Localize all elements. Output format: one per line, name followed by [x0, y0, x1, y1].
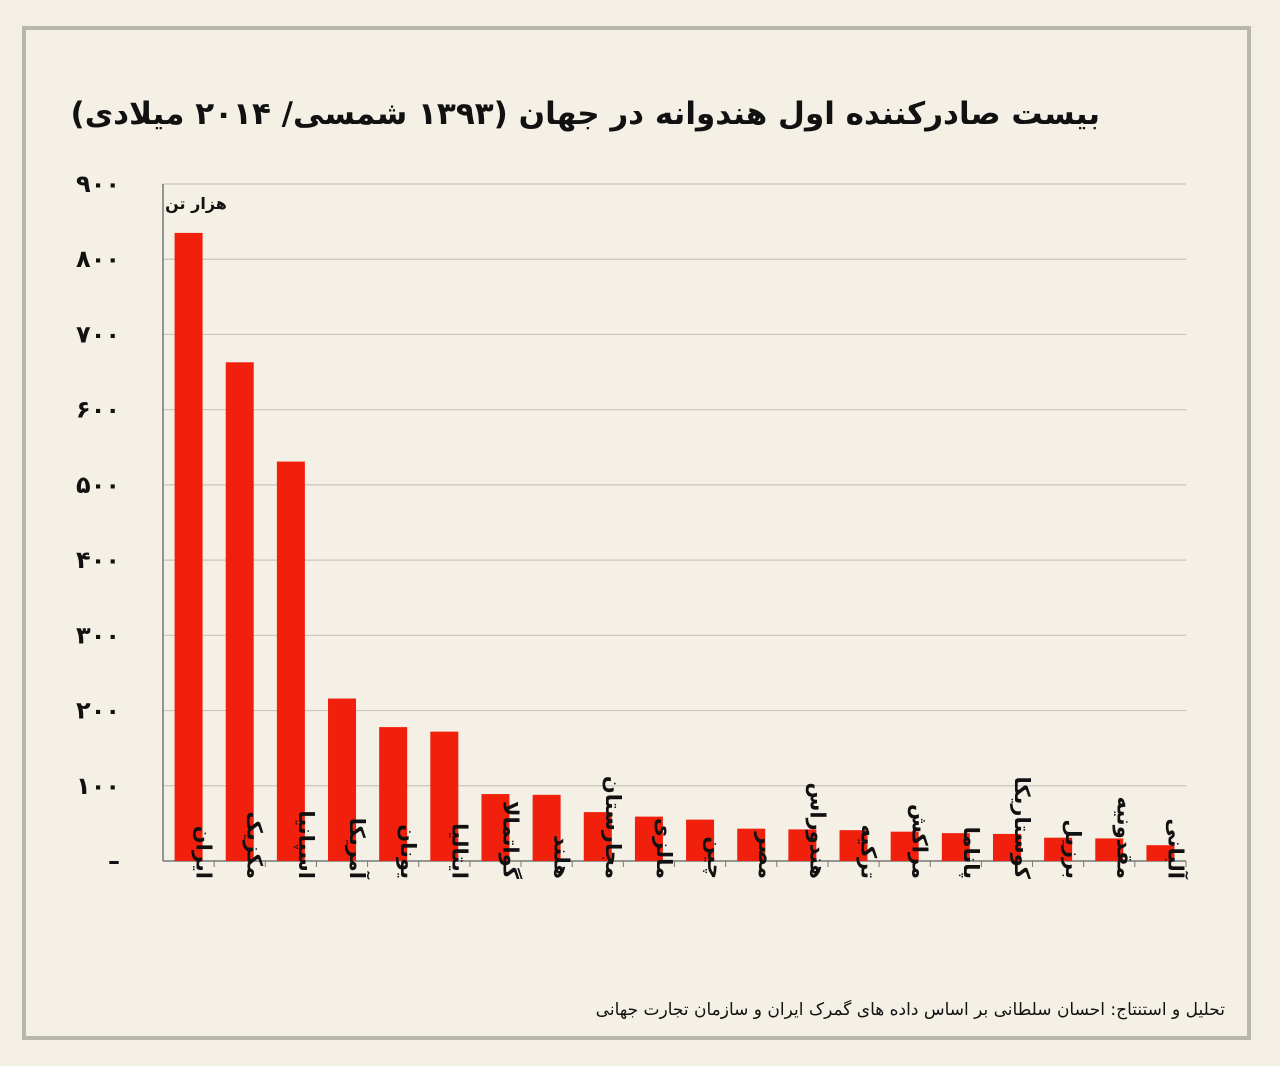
x-category-label: برزیل [1061, 819, 1085, 879]
bar [1044, 837, 1073, 861]
y-tick-label: ۵۰۰ [76, 471, 120, 499]
y-tick-label: ۶۰۰ [76, 396, 120, 424]
x-category-label: مجارستان [601, 776, 625, 879]
bar [890, 831, 919, 861]
x-category-label: ایتالیا [447, 823, 471, 879]
x-category-label: مقدونیه [1112, 797, 1136, 880]
bar [1146, 845, 1175, 861]
unit-label: هزار تن [165, 194, 227, 213]
bar [583, 812, 612, 861]
x-category-label: پاناما [959, 827, 983, 879]
x-category-label: یونان [396, 824, 420, 879]
bar [941, 833, 970, 861]
x-category-label: چین [703, 836, 727, 879]
y-tick-label: ۳۰۰ [76, 621, 120, 649]
y-tick-label: ۱۰۰ [76, 772, 120, 800]
bar [430, 731, 459, 861]
bar [174, 232, 203, 862]
x-category-label: هلند [550, 835, 574, 879]
bar [1095, 838, 1124, 861]
x-category-label: مراکش [908, 804, 932, 879]
bar [379, 727, 408, 861]
y-tick-label: ۹۰۰ [76, 170, 120, 198]
bar [225, 362, 254, 861]
x-category-label: ایران [192, 826, 216, 879]
bar [634, 816, 663, 861]
x-category-label: مصر [754, 831, 778, 879]
x-category-label: آلبانی [1163, 818, 1188, 879]
y-tick-label: – [108, 847, 120, 875]
bar [992, 833, 1021, 861]
x-category-label: کوستاریکا [1010, 776, 1034, 879]
y-tick-label: ۷۰۰ [76, 320, 120, 348]
chart-title: بیست صادرکننده اول هندوانه در جهان (۱۳۹۳… [70, 96, 1100, 132]
bar [839, 830, 868, 861]
bar [737, 828, 766, 861]
bar [328, 698, 357, 861]
bar [481, 794, 510, 861]
x-category-label: مکزیک [243, 811, 267, 879]
x-category-label: مالزی [652, 818, 676, 879]
bar [686, 819, 715, 861]
y-tick-label: ۲۰۰ [76, 697, 120, 725]
x-category-label: آمریکا [345, 818, 370, 880]
x-category-label: ترکیه [857, 825, 881, 879]
y-tick-label: ۸۰۰ [76, 245, 120, 273]
x-category-label: هندوراس [805, 782, 829, 879]
bar [532, 794, 561, 861]
y-tick-label: ۴۰۰ [76, 546, 120, 574]
x-category-label: اسپانیا [294, 810, 318, 879]
x-category-label: گواتمالا [498, 801, 523, 880]
bar [788, 829, 817, 861]
source-note: تحلیل و استنتاج: احسان سلطانی بر اساس دا… [595, 1000, 1225, 1020]
bar [276, 461, 305, 861]
